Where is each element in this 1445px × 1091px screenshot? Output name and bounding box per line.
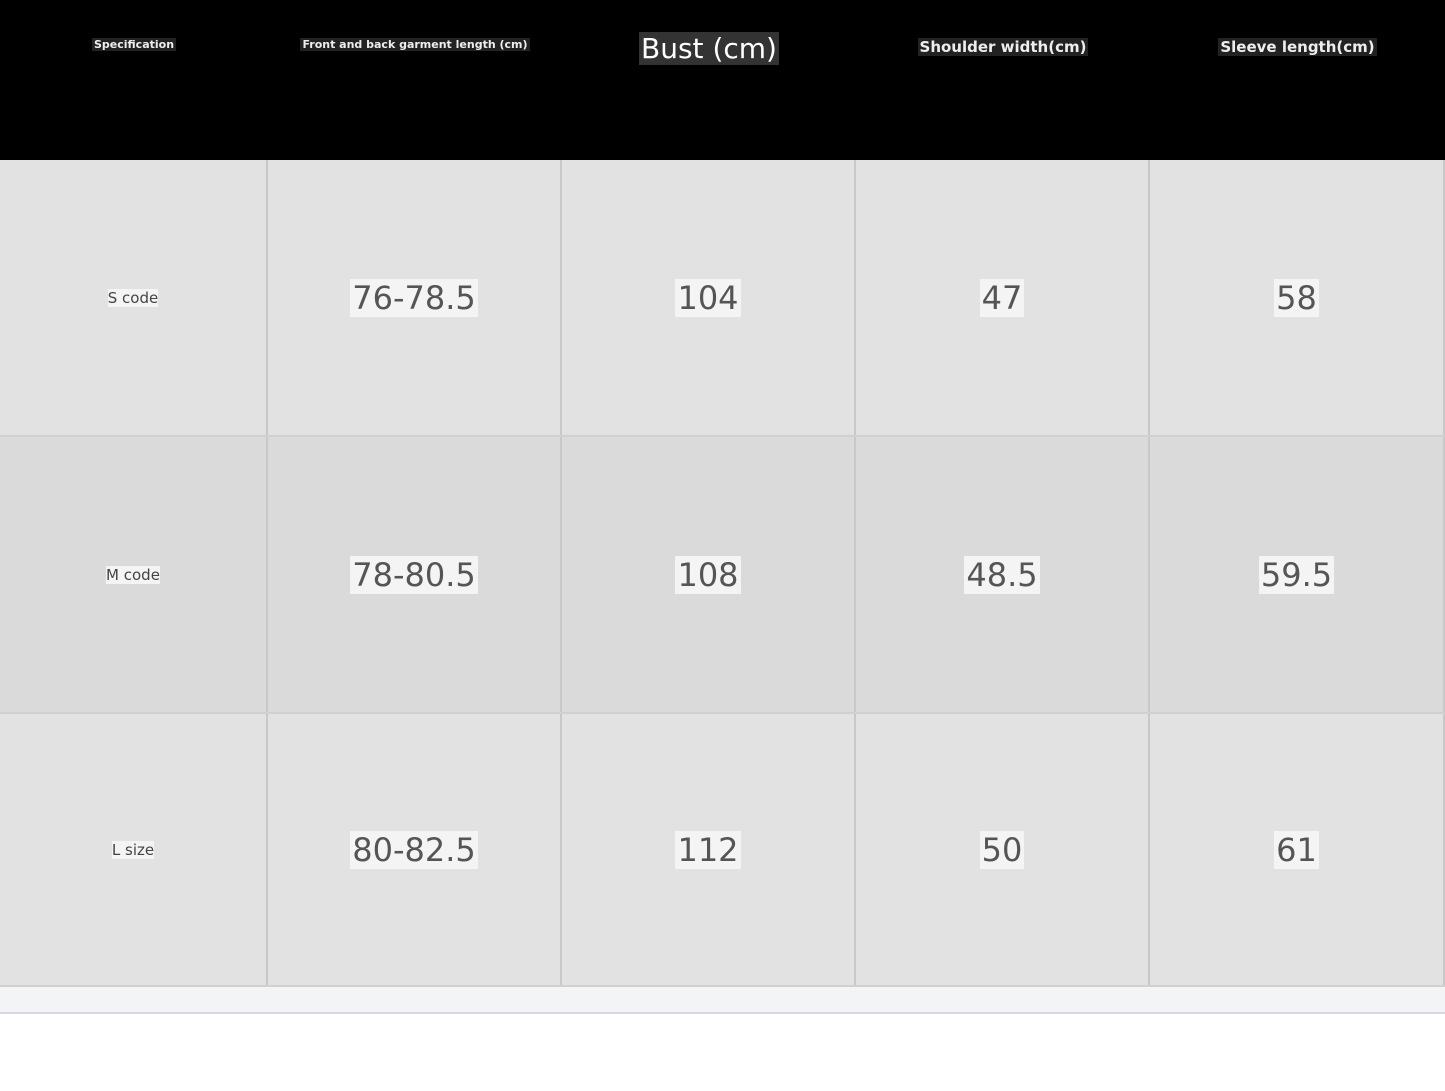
table-cell: 50	[856, 714, 1150, 985]
measurement-value: 59.5	[1258, 555, 1335, 594]
table-row: S code 76-78.5 104 47 58	[0, 160, 1445, 437]
table-cell: M code	[0, 437, 268, 712]
measurement-value: 108	[675, 555, 741, 594]
header-shoulder-width: Shoulder width(cm)	[917, 38, 1089, 56]
header-cell: Sleeve length(cm)	[1150, 0, 1445, 160]
table-row: L size 80-82.5 112 50 61	[0, 714, 1445, 987]
measurement-value: 104	[675, 278, 741, 317]
table-cell: 61	[1150, 714, 1445, 985]
header-sleeve-length: Sleeve length(cm)	[1218, 38, 1377, 56]
table-cell: L size	[0, 714, 268, 985]
header-cell: Front and back garment length (cm)	[268, 0, 562, 160]
measurement-value: 47	[979, 278, 1025, 317]
measurement-value: 50	[979, 830, 1025, 869]
measurement-value: 48.5	[964, 555, 1040, 594]
measurement-value: 61	[1274, 830, 1319, 869]
table-cell: 108	[562, 437, 856, 712]
table-cell: 80-82.5	[268, 714, 562, 985]
table-cell: 48.5	[856, 437, 1150, 712]
header-cell: Bust (cm)	[562, 0, 856, 160]
size-chart-table: Specification Front and back garment len…	[0, 0, 1445, 987]
measurement-value: 58	[1274, 278, 1319, 317]
header-garment-length: Front and back garment length (cm)	[300, 38, 530, 51]
table-row: M code 78-80.5 108 48.5 59.5	[0, 437, 1445, 714]
measurement-value: 80-82.5	[350, 830, 478, 869]
header-cell: Shoulder width(cm)	[856, 0, 1150, 160]
table-cell: 112	[562, 714, 856, 985]
size-label: S code	[107, 288, 159, 307]
table-cell: 78-80.5	[268, 437, 562, 712]
table-cell: 47	[856, 160, 1150, 435]
table-cell: S code	[0, 160, 268, 435]
header-specification: Specification	[91, 38, 177, 51]
size-label: L size	[111, 840, 155, 859]
measurement-value: 112	[675, 830, 741, 869]
table-cell: 59.5	[1150, 437, 1445, 712]
table-header: Specification Front and back garment len…	[0, 0, 1445, 160]
size-label: M code	[106, 565, 160, 584]
header-bust: Bust (cm)	[639, 32, 779, 65]
table-cell: 58	[1150, 160, 1445, 435]
table-cell: 104	[562, 160, 856, 435]
table-cell: 76-78.5	[268, 160, 562, 435]
measurement-value: 76-78.5	[350, 278, 478, 317]
bottom-bar	[0, 987, 1445, 1014]
measurement-value: 78-80.5	[350, 555, 478, 594]
header-cell: Specification	[0, 0, 268, 160]
